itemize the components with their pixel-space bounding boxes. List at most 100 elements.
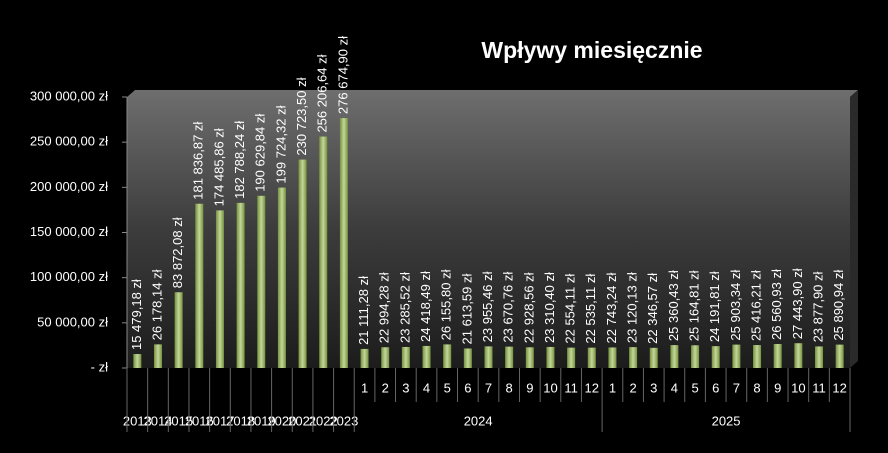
bar bbox=[711, 346, 720, 368]
y-tick-label: 50 000,00 zł bbox=[37, 314, 108, 329]
group-label: 2024 bbox=[464, 413, 493, 428]
y-tick-label: 100 000,00 zł bbox=[30, 269, 108, 284]
y-tick-label: - zł bbox=[91, 359, 108, 374]
x-tick-label: 1 bbox=[609, 380, 616, 395]
x-tick-label: 2016 bbox=[185, 413, 214, 428]
x-tick-label: 8 bbox=[753, 380, 760, 395]
x-tick-label: 2017 bbox=[205, 413, 234, 428]
bar bbox=[525, 347, 534, 368]
x-tick-label: 2014 bbox=[144, 413, 173, 428]
value-label: 199 724,32 zł bbox=[273, 105, 288, 183]
y-tick-label: 150 000,00 zł bbox=[30, 224, 108, 239]
x-tick-label: 9 bbox=[526, 380, 533, 395]
bar bbox=[691, 345, 700, 368]
x-tick-label: 7 bbox=[485, 380, 492, 395]
x-tick-label: 2023 bbox=[329, 413, 358, 428]
value-label: 23 955,46 zł bbox=[480, 271, 495, 342]
value-label: 22 928,56 zł bbox=[521, 272, 536, 343]
x-tick-label: 9 bbox=[774, 380, 781, 395]
value-label: 23 310,40 zł bbox=[542, 272, 557, 343]
value-label: 26 178,14 zł bbox=[149, 269, 164, 340]
x-tick-label: 5 bbox=[691, 380, 698, 395]
x-tick-label: 11 bbox=[564, 380, 578, 395]
x-tick-label: 10 bbox=[543, 380, 557, 395]
y-tick-label: 250 000,00 zł bbox=[30, 134, 108, 149]
y-tick-label: 300 000,00 zł bbox=[30, 88, 108, 103]
value-label: 182 788,24 zł bbox=[232, 121, 247, 199]
bar bbox=[567, 347, 576, 368]
x-tick-label: 4 bbox=[671, 380, 678, 395]
bar bbox=[319, 136, 328, 368]
value-label: 21 111,28 zł bbox=[356, 276, 371, 345]
value-label: 24 418,49 zł bbox=[418, 271, 433, 342]
x-tick-label: 3 bbox=[402, 380, 409, 395]
chart-title: Wpływy miesięcznie bbox=[481, 37, 702, 63]
group-label: 2025 bbox=[712, 413, 741, 428]
value-label: 22 994,28 zł bbox=[377, 272, 392, 343]
x-tick-label: 2022 bbox=[309, 413, 338, 428]
bar bbox=[649, 347, 658, 368]
x-tick-label: 11 bbox=[812, 380, 826, 395]
value-label: 25 903,34 zł bbox=[728, 270, 743, 341]
bar bbox=[794, 343, 803, 368]
bar bbox=[339, 118, 348, 368]
x-tick-label: 2019 bbox=[247, 413, 276, 428]
x-tick-label: 4 bbox=[423, 380, 430, 395]
value-label: 22 743,24 zł bbox=[604, 273, 619, 344]
bar bbox=[277, 187, 286, 368]
y-tick-label: 200 000,00 zł bbox=[30, 179, 108, 194]
x-tick-label: 5 bbox=[444, 380, 451, 395]
value-label: 22 535,11 zł bbox=[583, 274, 598, 344]
bar bbox=[670, 345, 679, 368]
value-label: 190 629,84 zł bbox=[253, 114, 268, 192]
value-label: 23 877,90 zł bbox=[810, 271, 825, 342]
bar bbox=[815, 346, 824, 368]
plot-side bbox=[850, 90, 858, 368]
value-label: 230 723,50 zł bbox=[294, 77, 309, 155]
value-label: 24 191,81 zł bbox=[707, 271, 722, 342]
bar bbox=[608, 347, 617, 368]
value-label: 25 360,43 zł bbox=[666, 270, 681, 341]
x-tick-label: 12 bbox=[832, 380, 846, 395]
value-label: 22 346,57 zł bbox=[645, 273, 660, 344]
value-label: 23 285,52 zł bbox=[397, 272, 412, 343]
value-label: 27 443,90 zł bbox=[790, 268, 805, 339]
x-tick-label: 6 bbox=[464, 380, 471, 395]
bar bbox=[215, 210, 224, 368]
value-label: 23 670,76 zł bbox=[501, 272, 516, 343]
value-label: 26 560,93 zł bbox=[769, 269, 784, 340]
value-label: 181 836,87 zł bbox=[191, 122, 206, 200]
bar bbox=[773, 344, 782, 368]
bar bbox=[753, 345, 762, 368]
bar bbox=[236, 202, 245, 368]
bar bbox=[422, 345, 431, 368]
x-tick-label: 2018 bbox=[226, 413, 255, 428]
value-label: 174 485,86 zł bbox=[211, 128, 226, 206]
value-label: 25 164,81 zł bbox=[687, 270, 702, 341]
bar bbox=[381, 347, 390, 368]
x-tick-label: 10 bbox=[791, 380, 805, 395]
bar bbox=[587, 347, 596, 368]
value-label: 23 120,13 zł bbox=[625, 272, 640, 343]
x-tick-label: 2015 bbox=[164, 413, 193, 428]
value-label: 26 155,80 zł bbox=[439, 269, 454, 340]
bar bbox=[401, 346, 410, 368]
bar bbox=[505, 346, 514, 368]
value-label: 22 554,11 zł bbox=[563, 274, 578, 344]
bar bbox=[732, 344, 741, 368]
value-label: 25 890,94 zł bbox=[831, 270, 846, 341]
x-tick-label: 3 bbox=[650, 380, 657, 395]
bar bbox=[298, 159, 307, 368]
bar bbox=[463, 348, 472, 368]
bar bbox=[835, 344, 844, 368]
bar bbox=[153, 344, 162, 368]
bar bbox=[195, 203, 204, 368]
bar bbox=[629, 347, 638, 368]
bar bbox=[257, 195, 266, 368]
bar bbox=[174, 292, 183, 368]
x-tick-label: 8 bbox=[506, 380, 513, 395]
value-label: 83 872,08 zł bbox=[170, 217, 185, 288]
value-label: 21 613,59 zł bbox=[459, 274, 474, 345]
x-tick-label: 12 bbox=[585, 380, 599, 395]
